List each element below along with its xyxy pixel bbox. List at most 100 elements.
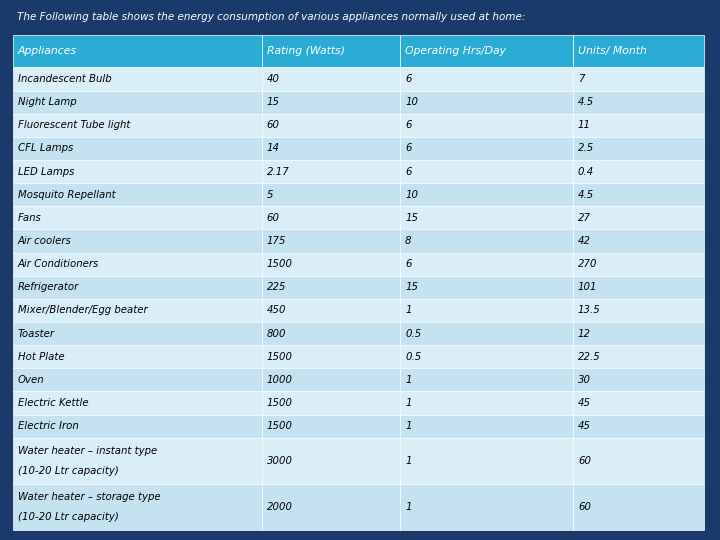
Bar: [262, 183, 400, 206]
Text: 30: 30: [578, 375, 591, 385]
Text: Water heater – instant type: Water heater – instant type: [18, 446, 157, 456]
Text: Oven: Oven: [18, 375, 45, 385]
Bar: [262, 68, 400, 91]
Bar: [400, 368, 573, 392]
Text: Fans: Fans: [18, 213, 42, 223]
Bar: [13, 415, 262, 438]
Bar: [400, 137, 573, 160]
Bar: [400, 484, 573, 530]
Text: 270: 270: [578, 259, 598, 269]
Bar: [573, 183, 704, 206]
Text: 2000: 2000: [267, 502, 293, 512]
Text: 800: 800: [267, 329, 287, 339]
Text: 101: 101: [578, 282, 598, 292]
Text: Mosquito Repellant: Mosquito Repellant: [18, 190, 116, 200]
Bar: [400, 230, 573, 253]
Text: 60: 60: [578, 502, 591, 512]
Bar: [400, 322, 573, 345]
Bar: [262, 276, 400, 299]
Text: 60: 60: [267, 120, 280, 130]
Text: 5: 5: [267, 190, 274, 200]
Bar: [573, 160, 704, 183]
Bar: [13, 160, 262, 183]
Text: 1: 1: [405, 456, 412, 466]
Bar: [573, 137, 704, 160]
Text: 12: 12: [578, 329, 591, 339]
Text: Night Lamp: Night Lamp: [18, 97, 76, 107]
Bar: [262, 253, 400, 276]
Bar: [573, 368, 704, 392]
Text: 6: 6: [405, 167, 412, 177]
Bar: [400, 114, 573, 137]
Text: 0.5: 0.5: [405, 352, 421, 362]
Bar: [573, 299, 704, 322]
Bar: [13, 68, 262, 91]
Text: 14: 14: [267, 144, 280, 153]
Bar: [400, 35, 573, 68]
Text: 3000: 3000: [267, 456, 293, 466]
Text: 60: 60: [578, 456, 591, 466]
Bar: [400, 299, 573, 322]
Text: Rating (Watts): Rating (Watts): [267, 46, 345, 56]
Text: 22.5: 22.5: [578, 352, 600, 362]
Bar: [262, 91, 400, 114]
Bar: [262, 160, 400, 183]
Text: 8: 8: [405, 236, 412, 246]
Bar: [262, 206, 400, 230]
Text: Incandescent Bulb: Incandescent Bulb: [18, 74, 112, 84]
Bar: [573, 276, 704, 299]
Text: 27: 27: [578, 213, 591, 223]
Bar: [573, 392, 704, 415]
Text: CFL Lamps: CFL Lamps: [18, 144, 73, 153]
Text: 10: 10: [405, 97, 418, 107]
Bar: [400, 392, 573, 415]
Bar: [13, 183, 262, 206]
Text: 11: 11: [578, 120, 591, 130]
Bar: [400, 415, 573, 438]
Text: 1: 1: [405, 375, 412, 385]
Text: Refrigerator: Refrigerator: [18, 282, 79, 292]
Text: The Following table shows the energy consumption of various appliances normally : The Following table shows the energy con…: [17, 12, 525, 22]
Bar: [13, 484, 262, 530]
Text: Air Conditioners: Air Conditioners: [18, 259, 99, 269]
Bar: [262, 35, 400, 68]
Bar: [573, 206, 704, 230]
Bar: [400, 438, 573, 484]
Bar: [13, 299, 262, 322]
Bar: [400, 68, 573, 91]
Bar: [400, 160, 573, 183]
Bar: [13, 35, 262, 68]
Bar: [13, 206, 262, 230]
Text: Toaster: Toaster: [18, 329, 55, 339]
Bar: [573, 91, 704, 114]
Text: 15: 15: [405, 213, 418, 223]
Text: 6: 6: [405, 120, 412, 130]
Text: 4.5: 4.5: [578, 97, 594, 107]
Text: 60: 60: [267, 213, 280, 223]
Text: 4.5: 4.5: [578, 190, 594, 200]
Bar: [573, 35, 704, 68]
Text: Appliances: Appliances: [18, 46, 77, 56]
Text: LED Lamps: LED Lamps: [18, 167, 74, 177]
Bar: [400, 276, 573, 299]
Text: Electric Iron: Electric Iron: [18, 421, 78, 431]
Text: 1500: 1500: [267, 421, 293, 431]
Text: Operating Hrs/Day: Operating Hrs/Day: [405, 46, 506, 56]
Bar: [573, 322, 704, 345]
Text: 45: 45: [578, 398, 591, 408]
Text: Fluorescent Tube light: Fluorescent Tube light: [18, 120, 130, 130]
Bar: [13, 438, 262, 484]
Bar: [13, 91, 262, 114]
Text: 6: 6: [405, 144, 412, 153]
Text: 45: 45: [578, 421, 591, 431]
Text: 450: 450: [267, 306, 287, 315]
Text: Electric Kettle: Electric Kettle: [18, 398, 89, 408]
Text: 1: 1: [405, 421, 412, 431]
Bar: [13, 230, 262, 253]
Bar: [262, 484, 400, 530]
Bar: [573, 68, 704, 91]
Text: 6: 6: [405, 74, 412, 84]
Text: 10: 10: [405, 190, 418, 200]
Bar: [262, 137, 400, 160]
Text: Air coolers: Air coolers: [18, 236, 72, 246]
